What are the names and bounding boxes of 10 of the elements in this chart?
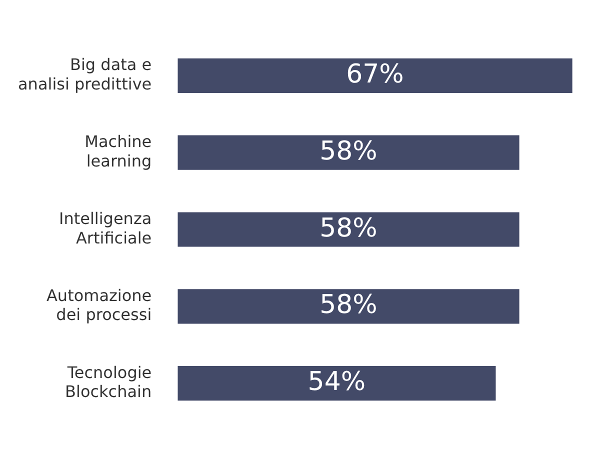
data-label: 67% (346, 59, 404, 90)
y-tick-label: Big data e analisi predittive (18, 55, 152, 94)
y-tick-label: Automazione dei processi (46, 286, 152, 324)
data-label: 58% (320, 290, 378, 320)
y-tick-label: Tecnologie Blockchain (65, 362, 152, 402)
y-tick-label: Machine learning (84, 132, 152, 170)
data-label: 54% (308, 367, 366, 398)
data-label: 58% (320, 136, 378, 166)
y-tick-label: Intelligenza Artificiale (58, 209, 152, 248)
data-label: 58% (320, 213, 378, 244)
